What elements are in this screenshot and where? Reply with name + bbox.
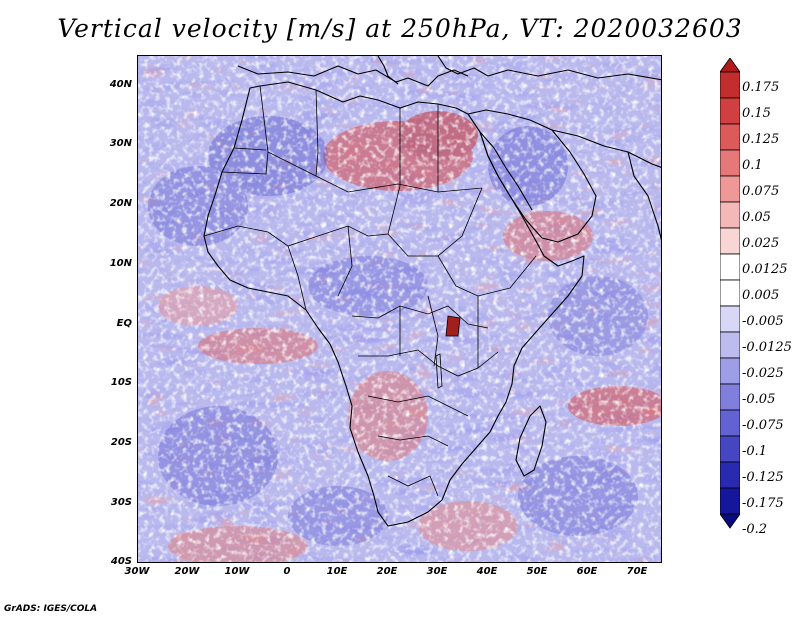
- lon-label-10e: 10E: [326, 566, 348, 577]
- colorbar-segment: [720, 71, 740, 99]
- lat-label-20s: 20S: [110, 437, 132, 448]
- colorbar-label: -0.125: [742, 470, 784, 485]
- vertical-velocity-map: [137, 55, 662, 563]
- colorbar-segment: [720, 97, 740, 125]
- map-canvas: [138, 56, 661, 562]
- colorbar-label: -0.1: [742, 444, 768, 459]
- colorbar-label: 0.15: [742, 106, 771, 121]
- lat-label-eq: EQ: [116, 318, 132, 329]
- colorbar: [720, 58, 740, 529]
- great-lakes: [435, 315, 461, 389]
- colorbar-label: 0.1: [742, 158, 763, 173]
- lon-label-0: 0: [283, 566, 291, 577]
- lon-label-40e: 40E: [476, 566, 498, 577]
- colorbar-segment: [720, 175, 740, 203]
- lon-label-10w: 10W: [224, 566, 250, 577]
- colorbar-label: -0.05: [742, 392, 776, 407]
- lon-label-70e: 70E: [626, 566, 648, 577]
- colorbar-segment: [720, 305, 740, 333]
- colorbar-label: -0.025: [742, 366, 784, 381]
- chart-title: Vertical velocity [m/s] at 250hPa, VT: 2…: [57, 14, 743, 43]
- lon-label-30w: 30W: [124, 566, 150, 577]
- colorbar-label: 0.0125: [742, 262, 788, 277]
- colorbar-bottom-arrow: [720, 513, 740, 529]
- field-white-speckle: [138, 56, 661, 562]
- colorbar-label: 0.075: [742, 184, 780, 199]
- lat-label-40n: 40N: [109, 79, 132, 90]
- colorbar-segment: [720, 279, 740, 307]
- colorbar-top-arrow: [720, 58, 740, 73]
- colorbar-segment: [720, 253, 740, 281]
- colorbar-segment: [720, 409, 740, 437]
- lat-label-20n: 20N: [109, 198, 132, 209]
- lat-label-10n: 10N: [109, 258, 132, 269]
- lat-label-10s: 10S: [110, 377, 132, 388]
- colorbar-segment: [720, 331, 740, 359]
- colorbar-segment: [720, 201, 740, 229]
- colorbar-segment: [720, 461, 740, 489]
- lat-label-40s: 40S: [110, 556, 132, 567]
- colorbar-label: -0.0125: [742, 340, 792, 355]
- colorbar-label: -0.005: [742, 314, 784, 329]
- colorbar-label: 0.025: [742, 236, 780, 251]
- grads-credit: GrADS: IGES/COLA: [4, 604, 98, 614]
- colorbar-segment: [720, 123, 740, 151]
- colorbar-label: -0.175: [742, 496, 784, 511]
- lon-label-30e: 30E: [426, 566, 448, 577]
- colorbar-segment: [720, 149, 740, 177]
- colorbar-segment: [720, 383, 740, 411]
- country-borders: [203, 85, 537, 497]
- colorbar-label: 0.05: [742, 210, 771, 225]
- colorbar-label: -0.2: [742, 522, 768, 537]
- lat-label-30s: 30S: [110, 497, 132, 508]
- colorbar-segment: [720, 487, 740, 515]
- africa-coastline: [203, 56, 661, 527]
- lon-label-20w: 20W: [174, 566, 200, 577]
- lon-label-60e: 60E: [576, 566, 598, 577]
- colorbar-label: 0.125: [742, 132, 780, 147]
- colorbar-label: 0.005: [742, 288, 780, 303]
- colorbar-label: 0.175: [742, 80, 780, 95]
- colorbar-label: -0.075: [742, 418, 784, 433]
- colorbar-segment: [720, 357, 740, 385]
- colorbar-segment: [720, 227, 740, 255]
- lon-label-50e: 50E: [526, 566, 548, 577]
- lon-label-20e: 20E: [376, 566, 398, 577]
- lat-label-30n: 30N: [109, 138, 132, 149]
- colorbar-segment: [720, 435, 740, 463]
